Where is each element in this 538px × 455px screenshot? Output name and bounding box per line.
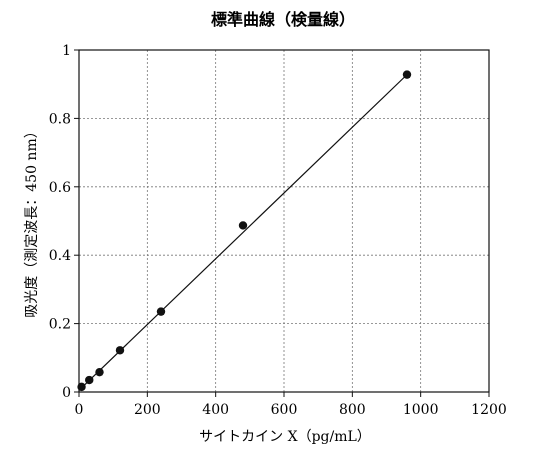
grid	[79, 50, 489, 392]
data-point	[115, 346, 125, 355]
y-axis-label: 吸光度（測定波長：450 nm）	[24, 124, 40, 317]
ticks	[74, 49, 490, 397]
y-tick-label: 0.4	[49, 248, 71, 264]
plot-frame	[78, 49, 490, 393]
data-point	[95, 367, 104, 377]
data-point	[238, 221, 248, 230]
data-point	[85, 375, 94, 385]
x-tick-label: 200	[134, 402, 161, 418]
fit-line-group	[78, 74, 408, 391]
x-tick-label: 1000	[403, 402, 439, 418]
y-tick-label: 1	[62, 43, 71, 59]
data-point	[402, 70, 412, 79]
x-tick-labels: 0 200 400 600 800 1000 1200	[75, 402, 507, 418]
data-point	[77, 382, 86, 392]
x-axis-label: サイトカイン X（pg/mL）	[199, 429, 371, 445]
x-tick-label: 800	[339, 402, 366, 418]
calibration-line	[78, 74, 408, 391]
x-tick-label: 1200	[471, 402, 507, 418]
y-tick-label: 0.8	[49, 111, 71, 127]
data-points	[77, 70, 412, 392]
y-tick-label: 0.6	[49, 180, 71, 196]
x-tick-label: 0	[75, 402, 84, 418]
y-tick-label: 0.2	[49, 317, 71, 333]
x-tick-label: 400	[202, 402, 229, 418]
y-tick-label: 0	[62, 385, 71, 401]
chart-title: 標準曲線（検量線）	[211, 10, 355, 29]
x-tick-label: 600	[271, 402, 298, 418]
y-tick-labels: 0 0.2 0.4 0.6 0.8 1	[49, 43, 71, 401]
data-point	[156, 307, 166, 316]
